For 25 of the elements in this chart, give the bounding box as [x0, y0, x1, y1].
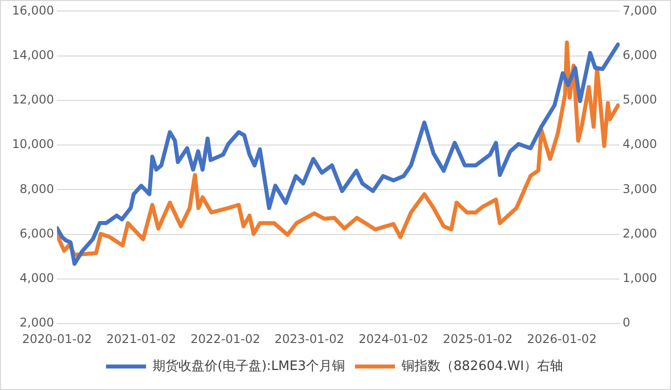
y-tick-label: 14,000 — [12, 48, 54, 62]
y2-tick-label: 3,000 — [622, 182, 658, 196]
x-tick-label: 2021-01-02 — [106, 332, 176, 346]
x-tick-label: 2026-01-02 — [526, 332, 597, 346]
y-tick-label: 8,000 — [20, 182, 54, 196]
y-tick-label: 4,000 — [20, 271, 54, 286]
y2-tick-label: 1,000 — [622, 271, 658, 286]
y-tick-label: 10,000 — [12, 137, 54, 152]
x-tick-label: 2020-01-02 — [22, 332, 92, 346]
y-tick-label: 16,000 — [12, 3, 54, 18]
x-tick-label: 2023-01-02 — [274, 332, 344, 346]
y2-tick-label: 5,000 — [622, 92, 658, 107]
x-tick-label: 2025-01-02 — [442, 332, 513, 346]
y-tick-label: 2,000 — [20, 316, 54, 330]
y2-tick-label: 2,000 — [622, 226, 658, 240]
y2-tick-label: 4,000 — [622, 137, 658, 152]
legend-label: 期货收盘价(电子盘):LME3个月铜 — [152, 358, 346, 374]
y2-tick-label: 6,000 — [622, 48, 658, 62]
x-tick-label: 2024-01-02 — [358, 332, 428, 346]
y2-tick-label: 0 — [622, 316, 630, 330]
y-tick-label: 12,000 — [12, 92, 54, 107]
x-tick-label: 2022-01-02 — [190, 332, 260, 346]
y-tick-label: 6,000 — [20, 226, 54, 240]
legend-label: 铜指数（882604.WI）右轴 — [400, 358, 563, 374]
y2-tick-label: 7,000 — [622, 3, 658, 18]
